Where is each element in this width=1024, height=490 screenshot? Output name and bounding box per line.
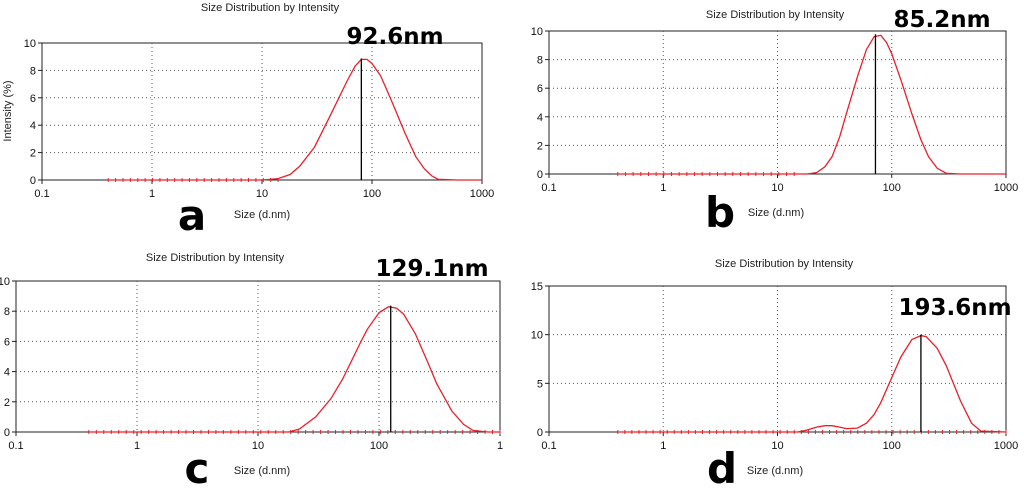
chart-panel-c: Size Distribution by Intensity 0 2 4 6 8 10 0.1… — [0, 252, 503, 490]
y-tick-label: 2 — [4, 397, 10, 409]
y-tick-label: 2 — [30, 148, 36, 160]
y-tick-label: 2 — [537, 140, 543, 152]
y-tick-label: 0 — [30, 175, 36, 187]
chart-title: Size Distribution by Intensity — [201, 2, 340, 14]
x-axis-label: Size (d.nm) — [748, 207, 804, 219]
chart-panel-b: Size Distribution by Intensity 0 2 4 6 8 10 0.1… — [531, 7, 1018, 237]
peak-size-label: 129.1nm — [375, 256, 488, 282]
y-tick-label: 5 — [537, 378, 543, 390]
x-tick-label: 1 — [497, 440, 503, 452]
x-tick-label: 1 — [660, 440, 666, 452]
y-axis-label: Intensity (%) — [2, 80, 14, 141]
peak-size-label: 85.2nm — [893, 7, 990, 33]
x-tick-label: 1 — [149, 188, 155, 200]
y-tick-label: 10 — [531, 330, 543, 342]
peak-size-label: 92.6nm — [346, 24, 443, 50]
y-tick-label: 8 — [4, 306, 10, 318]
x-axis-label: Size (d.nm) — [234, 465, 290, 477]
x-tick-label: 1 — [134, 440, 140, 452]
x-tick-label: 10 — [771, 440, 783, 452]
y-tick-label: 4 — [30, 120, 36, 132]
y-tick-label: 6 — [30, 93, 36, 105]
x-tick-label: 0.1 — [8, 440, 23, 452]
y-tick-label: 10 — [24, 38, 36, 50]
y-tick-label: 0 — [4, 427, 10, 439]
y-tick-label: 4 — [537, 112, 543, 124]
y-tick-label: 0 — [537, 427, 543, 439]
chart-title: Size Distribution by Intensity — [706, 9, 845, 21]
x-tick-label: 1000 — [994, 440, 1018, 452]
y-tick-label: 8 — [30, 65, 36, 77]
x-axis-label: Size (d.nm) — [747, 465, 803, 477]
panel-label: d — [707, 444, 737, 490]
y-tick-label: 10 — [531, 26, 543, 38]
y-tick-label: 6 — [4, 336, 10, 348]
y-tick-label: 6 — [537, 83, 543, 95]
x-tick-label: 10 — [252, 440, 264, 452]
chart-title: Size Distribution by Intensity — [146, 252, 285, 264]
x-tick-label: 100 — [363, 188, 381, 200]
x-axis-label: Size (d.nm) — [234, 209, 290, 221]
x-tick-label: 1000 — [470, 188, 494, 200]
y-tick-label: 15 — [531, 281, 543, 293]
x-tick-label: 1 — [660, 182, 666, 194]
x-tick-label: 10 — [771, 182, 783, 194]
x-tick-label: 1000 — [994, 182, 1018, 194]
intensity-curve — [617, 334, 1007, 433]
y-tick-label: 8 — [537, 55, 543, 67]
panel-label: a — [178, 191, 206, 240]
intensity-curve — [108, 58, 482, 181]
x-tick-label: 10 — [256, 188, 268, 200]
chart-title: Size Distribution by Intensity — [715, 258, 854, 270]
y-tick-label: 0 — [537, 169, 543, 181]
intensity-curve — [88, 306, 500, 433]
x-tick-label: 100 — [883, 440, 901, 452]
panel-label: b — [705, 188, 735, 237]
peak-size-label: 193.6nm — [898, 295, 1011, 321]
panel-label: c — [185, 444, 210, 490]
y-tick-label: 10 — [0, 276, 10, 288]
x-tick-label: 0.1 — [541, 440, 556, 452]
x-tick-label: 0.1 — [541, 182, 556, 194]
intensity-curve — [617, 34, 1006, 175]
x-tick-label: 0.1 — [34, 188, 49, 200]
y-tick-label: 4 — [4, 367, 10, 379]
chart-panel-a: Size Distribution by Intensity 0 2 4 6 8 10 0.1… — [2, 2, 494, 240]
chart-panel-d: Size Distribution by Intensity 0 5 10 15 0.1 1… — [531, 258, 1018, 490]
x-tick-label: 100 — [883, 182, 901, 194]
x-tick-label: 100 — [370, 440, 388, 452]
plot-frame — [548, 30, 1007, 175]
